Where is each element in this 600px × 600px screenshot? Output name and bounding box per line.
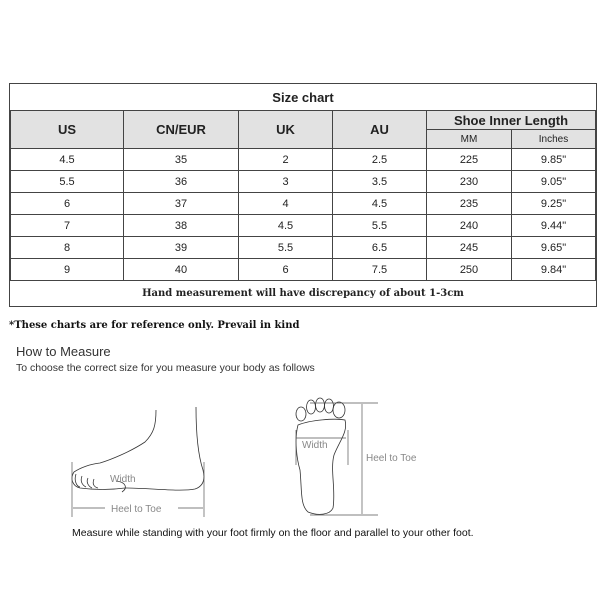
reference-note: *These charts are for reference only. Pr… [9,320,300,331]
table-cell: 240 [426,214,512,237]
sole-foot-icon [295,397,347,515]
measure-caption: Measure while standing with your foot fi… [72,527,474,539]
table-row: 5.5 36 3 3.5 230 9.05" [10,170,596,193]
table-cell: 7.5 [332,258,427,281]
table-cell: 250 [426,258,512,281]
sole-width-label: Width [302,440,328,451]
table-cell: 40 [123,258,239,281]
sole-heel-to-toe-label: Heel to Toe [366,453,417,464]
measure-lines-sole [295,402,378,516]
header-uk: UK [238,110,333,149]
header-mm: MM [426,129,512,149]
table-footer-note: Hand measurement will have discrepancy o… [10,280,596,306]
table-cell: 38 [123,214,239,237]
table-title: Size chart [10,84,596,111]
side-heel-to-toe-label: Heel to Toe [111,504,162,515]
header-cn-eur: CN/EUR [123,110,239,149]
table-row: 6 37 4 4.5 235 9.25" [10,192,596,215]
side-width-label: Width [110,474,136,485]
table-row: 4.5 35 2 2.5 225 9.85" [10,148,596,171]
table-cell: 9.85" [511,148,596,171]
table-cell: 235 [426,192,512,215]
measure-lines-side [71,462,205,517]
size-chart-table: Size chart US CN/EUR UK AU Shoe Inner Le… [9,83,597,307]
how-to-measure-title: How to Measure [16,344,111,359]
side-foot-icon [71,406,205,493]
table-cell: 9.65" [511,236,596,259]
header-au: AU [332,110,427,149]
table-row: 7 38 4.5 5.5 240 9.44" [10,214,596,237]
table-row: 9 40 6 7.5 250 9.84" [10,258,596,281]
how-to-measure-subtitle: To choose the correct size for you measu… [16,362,315,374]
table-cell: 9.25" [511,192,596,215]
table-cell: 9.84" [511,258,596,281]
